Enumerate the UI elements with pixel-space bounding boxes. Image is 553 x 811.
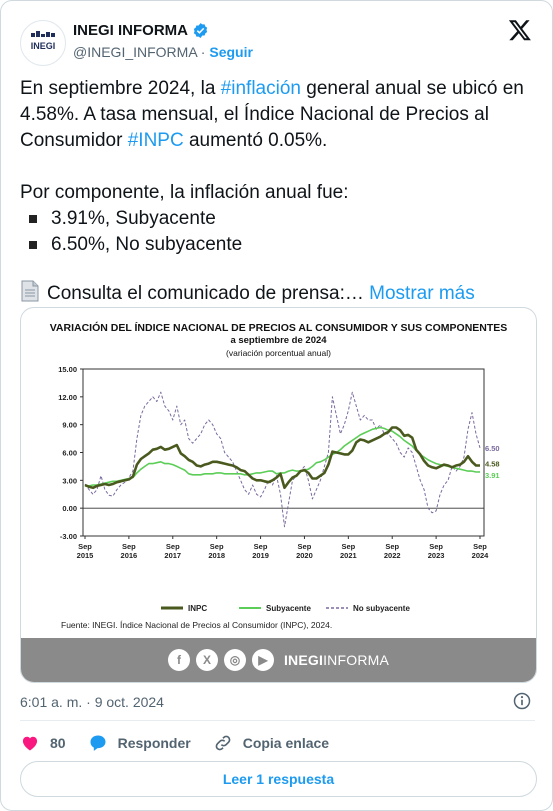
end-value-label: 6.50 bbox=[485, 444, 500, 453]
series-line-subyacente bbox=[85, 426, 481, 487]
plot-frame bbox=[82, 368, 485, 537]
x-tick-label: 2016 bbox=[121, 551, 138, 560]
author-name-text[interactable]: INEGI INFORMA bbox=[73, 22, 188, 39]
show-more-link[interactable]: Mostrar más bbox=[369, 283, 475, 304]
x-tick-label: Sep bbox=[166, 542, 180, 551]
x-tick-label: 2023 bbox=[428, 551, 445, 560]
copy-link-button[interactable]: Copia enlace bbox=[213, 733, 329, 753]
x-tick-label: Sep bbox=[78, 542, 92, 551]
brand-text: INEGIINFORMA bbox=[283, 652, 390, 668]
y-tick-label: 3.00 bbox=[62, 476, 77, 485]
handle-separator: · bbox=[200, 44, 206, 60]
legend-label: Subyacente bbox=[266, 604, 311, 613]
inegi-logo-icon: INEGI bbox=[31, 31, 56, 51]
x-tick-label: Sep bbox=[210, 542, 224, 551]
heart-icon bbox=[22, 736, 38, 751]
document-icon bbox=[21, 280, 39, 302]
author-name[interactable]: INEGI INFORMA bbox=[73, 22, 209, 39]
x-tick-label: Sep bbox=[122, 542, 136, 551]
reply-button[interactable]: Responder bbox=[88, 733, 191, 753]
series-line-no-subyacente bbox=[84, 391, 481, 528]
follow-button[interactable]: Seguir bbox=[209, 44, 253, 60]
media-footer-band: f X ◎ ▶ INEGIINFORMA bbox=[21, 638, 536, 682]
y-tick-label: 12.00 bbox=[58, 393, 77, 402]
x-tick-label: Sep bbox=[385, 542, 399, 551]
x-tick-label: 2015 bbox=[77, 551, 94, 560]
x-tick-label: Sep bbox=[473, 542, 487, 551]
read-replies-button[interactable]: Leer 1 respuesta bbox=[20, 761, 537, 797]
tweet-text: En septiembre 2024, la #inflación genera… bbox=[20, 76, 535, 307]
copy-link-label: Copia enlace bbox=[242, 735, 330, 751]
tweet-timestamp[interactable]: 6:01 a. m. · 9 oct. 2024 bbox=[20, 694, 164, 710]
chart-title: VARIACIÓN DEL ÍNDICE NACIONAL DE PRECIOS… bbox=[49, 322, 508, 334]
x-logo-icon[interactable] bbox=[508, 18, 532, 42]
x-tick-label: 2019 bbox=[252, 551, 269, 560]
bullet-square-icon bbox=[29, 215, 37, 223]
y-tick-label: 9.00 bbox=[62, 421, 77, 430]
y-tick-label: 6.00 bbox=[62, 449, 77, 458]
like-button[interactable]: 80 bbox=[20, 733, 66, 753]
avatar[interactable]: INEGI bbox=[20, 20, 66, 66]
x-tick-label: Sep bbox=[298, 542, 312, 551]
hashtag-inflacion[interactable]: #inflación bbox=[220, 78, 301, 99]
end-value-label: 4.58 bbox=[485, 459, 500, 468]
press-text: Consulta el comunicado de prensa:… bbox=[47, 283, 364, 304]
press-line: Consulta el comunicado de prensa:… Mostr… bbox=[20, 280, 535, 307]
reply-label: Responder bbox=[117, 735, 191, 751]
chart-note: (variación porcentual anual) bbox=[226, 348, 331, 358]
avatar-text: INEGI bbox=[31, 41, 56, 51]
chat-bubble-icon bbox=[90, 735, 106, 751]
x-icon: X bbox=[195, 649, 218, 671]
x-tick-label: 2020 bbox=[296, 551, 313, 560]
handle-line: @INEGI_INFORMA · Seguir bbox=[73, 44, 253, 60]
y-tick-label: 15.00 bbox=[58, 365, 77, 374]
divider bbox=[20, 720, 535, 721]
inflation-chart: 15.0012.009.006.003.000.00-3.00Sep2015Se… bbox=[58, 365, 500, 613]
end-value-label: 3.91 bbox=[485, 471, 500, 480]
x-tick-label: Sep bbox=[254, 542, 268, 551]
tweet-paragraph-1: En septiembre 2024, la #inflación genera… bbox=[20, 78, 524, 151]
x-tick-label: Sep bbox=[341, 542, 355, 551]
chart-source: Fuente: INEGI. Índice Nacional de Precio… bbox=[61, 620, 333, 630]
y-tick-label: 0.00 bbox=[62, 504, 77, 513]
x-tick-label: 2022 bbox=[384, 551, 401, 560]
component-intro: Por componente, la inflación anual fue: bbox=[20, 182, 349, 203]
y-tick-label: -3.00 bbox=[60, 532, 77, 541]
x-tick-label: 2018 bbox=[208, 551, 225, 560]
chart-subtitle: a septiembre de 2024 bbox=[230, 335, 327, 346]
instagram-icon: ◎ bbox=[223, 649, 246, 671]
verified-badge-icon bbox=[193, 23, 208, 38]
tweet-image[interactable]: VARIACIÓN DEL ÍNDICE NACIONAL DE PRECIOS… bbox=[20, 307, 537, 683]
x-tick-label: 2024 bbox=[472, 551, 490, 560]
x-tick-label: 2021 bbox=[340, 551, 357, 560]
facebook-icon: f bbox=[167, 649, 190, 671]
series-line-inpc bbox=[84, 426, 480, 490]
legend-label: No subyacente bbox=[353, 604, 410, 613]
author-handle[interactable]: @INEGI_INFORMA bbox=[73, 44, 197, 60]
x-tick-label: Sep bbox=[429, 542, 443, 551]
hashtag-inpc[interactable]: #INPC bbox=[127, 130, 184, 151]
like-count: 80 bbox=[50, 735, 66, 751]
info-icon[interactable] bbox=[512, 691, 532, 711]
bullet-item: 6.50%, No subyacente bbox=[20, 232, 535, 258]
legend-label: INPC bbox=[188, 604, 207, 613]
bullet-item: 3.91%, Subyacente bbox=[20, 206, 535, 232]
bullet-square-icon bbox=[29, 241, 37, 249]
action-bar: 80 Responder Copia enlace bbox=[20, 733, 351, 753]
link-icon bbox=[215, 735, 231, 751]
youtube-icon: ▶ bbox=[251, 649, 274, 671]
x-tick-label: 2017 bbox=[164, 551, 181, 560]
